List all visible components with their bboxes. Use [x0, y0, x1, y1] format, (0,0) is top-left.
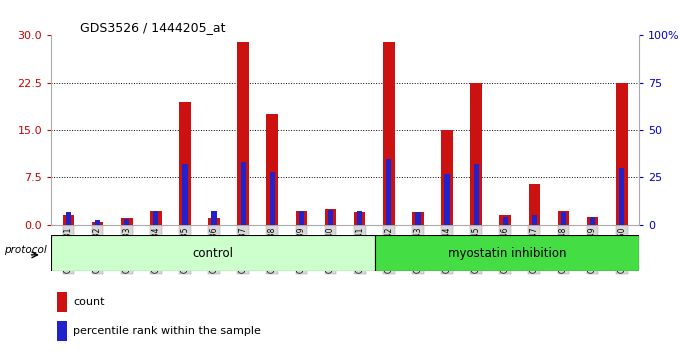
Bar [590, 217, 595, 225]
Text: percentile rank within the sample: percentile rank within the sample [73, 326, 261, 336]
Bar [179, 102, 191, 225]
Bar [51, 235, 375, 271]
Bar [150, 211, 162, 225]
Bar [267, 114, 278, 225]
Text: control: control [192, 247, 233, 259]
Bar [208, 218, 220, 225]
Bar [57, 292, 67, 312]
Text: count: count [73, 297, 105, 307]
Bar [153, 211, 158, 225]
Bar [383, 42, 394, 225]
Bar [375, 235, 639, 271]
Bar [386, 159, 392, 225]
Bar [325, 209, 337, 225]
Text: protocol: protocol [4, 245, 47, 255]
Bar [121, 218, 133, 225]
Bar [616, 83, 628, 225]
Bar [124, 219, 129, 225]
Bar [66, 212, 71, 225]
Bar [237, 42, 249, 225]
Bar [357, 211, 362, 225]
Bar [532, 215, 537, 225]
Bar [587, 217, 598, 225]
Bar [412, 212, 424, 225]
Bar [503, 217, 508, 225]
Bar [473, 164, 479, 225]
Bar [299, 211, 304, 225]
Bar [415, 212, 420, 225]
Text: myostatin inhibition: myostatin inhibition [447, 247, 566, 259]
Bar [95, 220, 100, 225]
Bar [445, 174, 449, 225]
Bar [558, 211, 569, 225]
Bar [471, 83, 482, 225]
Bar [241, 162, 245, 225]
Bar [441, 130, 453, 225]
Bar [182, 164, 188, 225]
Bar [619, 168, 624, 225]
Text: GDS3526 / 1444205_at: GDS3526 / 1444205_at [80, 21, 226, 34]
Bar [328, 210, 333, 225]
Bar [296, 211, 307, 225]
Bar [63, 215, 74, 225]
Bar [92, 222, 103, 225]
Bar [57, 321, 67, 341]
Bar [528, 184, 540, 225]
Bar [499, 215, 511, 225]
Bar [561, 212, 566, 225]
Bar [354, 212, 365, 225]
Bar [270, 172, 275, 225]
Bar [211, 211, 217, 225]
